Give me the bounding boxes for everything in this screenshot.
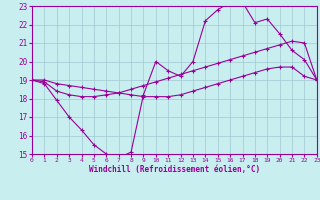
X-axis label: Windchill (Refroidissement éolien,°C): Windchill (Refroidissement éolien,°C) [89,165,260,174]
